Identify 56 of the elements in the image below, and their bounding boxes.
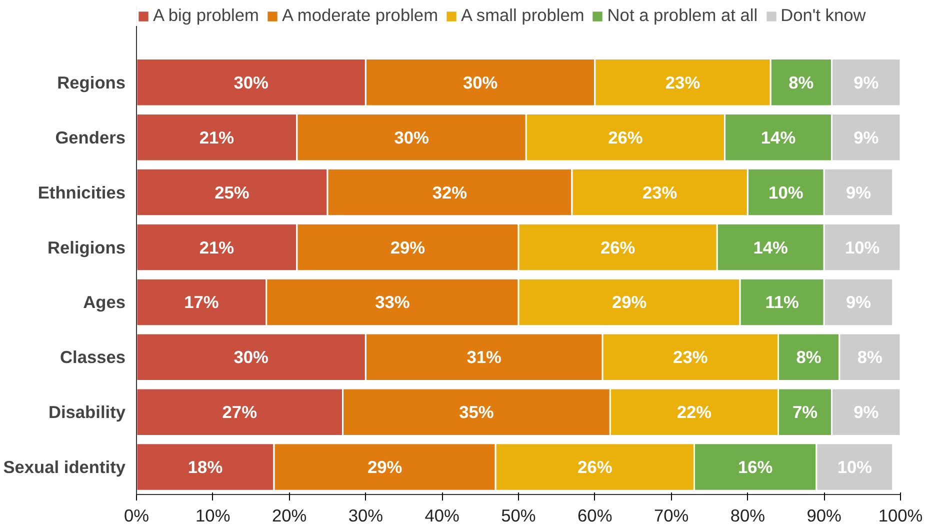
y-tick-label: Ages: [83, 292, 126, 312]
data-label: 25%: [214, 182, 250, 202]
data-label: 18%: [188, 457, 223, 478]
data-label: 17%: [184, 292, 219, 312]
x-tick-label: 0%: [124, 506, 150, 526]
x-tick-label: 40%: [424, 506, 460, 526]
legend-label: A big problem: [153, 5, 259, 26]
data-label: 29%: [390, 237, 426, 258]
x-tick-label: 90%: [806, 506, 842, 526]
data-label: 30%: [462, 72, 498, 92]
data-label: 23%: [665, 72, 700, 92]
data-label: 21%: [199, 127, 234, 148]
data-label: 30%: [234, 72, 268, 92]
data-label: 32%: [432, 182, 468, 202]
data-label: 21%: [199, 237, 234, 258]
data-label: 30%: [234, 347, 268, 368]
data-label: 14%: [760, 127, 796, 148]
x-tick-label: 50%: [501, 506, 536, 526]
data-label: 27%: [222, 402, 257, 422]
data-label: 23%: [642, 182, 678, 202]
x-tick-label: 10%: [196, 506, 230, 526]
y-tick-label: Ethnicities: [38, 182, 126, 202]
data-label: 10%: [768, 182, 804, 202]
data-label: 8%: [788, 72, 814, 92]
y-tick-label: Religions: [48, 237, 126, 258]
x-tick-label: 70%: [654, 506, 689, 526]
data-label: 11%: [765, 292, 799, 312]
data-label: 7%: [792, 402, 818, 422]
x-tick-label: 20%: [272, 506, 307, 526]
data-label: 26%: [600, 237, 636, 258]
legend-label: Don't know: [780, 5, 866, 26]
legend-label: Not a problem at all: [607, 5, 758, 26]
data-label: 14%: [753, 237, 788, 258]
data-label: 26%: [608, 127, 643, 148]
data-label: 29%: [612, 292, 647, 312]
data-label: 8%: [796, 347, 822, 368]
x-tick-label: 60%: [578, 506, 612, 526]
x-tick-label: 80%: [730, 506, 766, 526]
data-label: 16%: [738, 457, 773, 478]
y-tick-label: Sexual identity: [3, 457, 126, 478]
y-tick-label: Classes: [60, 347, 126, 368]
data-label: 22%: [676, 402, 712, 422]
data-label: 33%: [375, 292, 410, 312]
data-label: 23%: [673, 347, 708, 368]
y-tick-label: Regions: [57, 72, 126, 92]
data-label: 29%: [367, 457, 402, 478]
data-label: 26%: [578, 457, 612, 478]
data-label: 35%: [459, 402, 494, 422]
legend-label: A small problem: [461, 5, 584, 26]
y-tick-label: Disability: [48, 402, 126, 422]
data-label: 31%: [466, 347, 502, 368]
x-tick-label: 30%: [348, 506, 384, 526]
legend-label: A moderate problem: [282, 5, 438, 26]
y-tick-label: Genders: [55, 127, 126, 148]
data-label: 30%: [394, 127, 429, 148]
x-tick-label: 100%: [878, 506, 923, 526]
